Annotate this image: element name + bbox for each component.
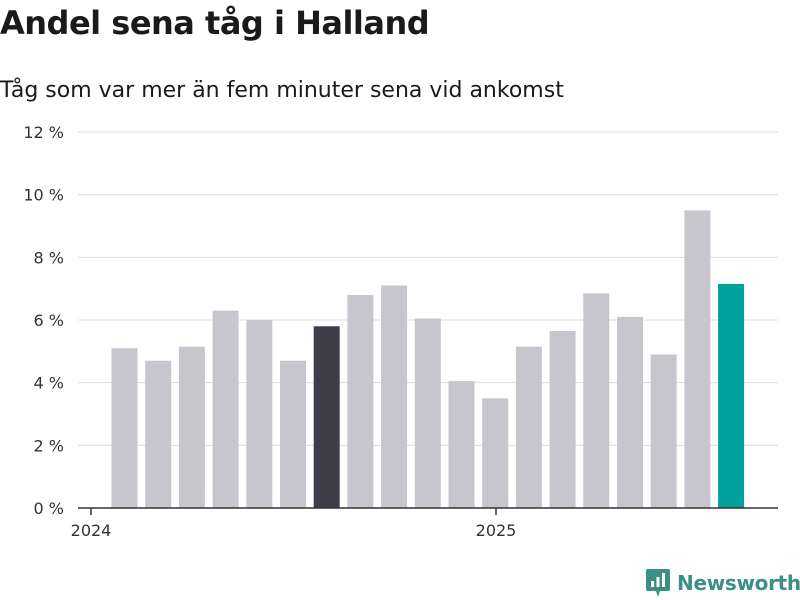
y-tick-label: 12 % <box>23 123 64 142</box>
bar <box>111 348 138 508</box>
bar <box>381 285 408 508</box>
logo-text: Newsworthy <box>677 571 800 595</box>
bar <box>347 294 374 508</box>
bar <box>145 360 172 508</box>
bar <box>684 210 711 509</box>
bar <box>718 283 745 508</box>
y-tick-label: 10 % <box>23 186 64 205</box>
chart-title: Andel sena tåg i Halland <box>0 4 430 42</box>
bar <box>246 320 273 508</box>
y-tick-label: 0 % <box>34 499 64 518</box>
bar-chart-badge-icon <box>646 569 670 597</box>
y-tick-label: 4 % <box>34 374 64 393</box>
x-tick-label: 2025 <box>476 521 517 540</box>
y-tick-label: 2 % <box>34 436 64 455</box>
x-tick-label: 2024 <box>71 521 112 540</box>
chart-subtitle: Tåg som var mer än fem minuter sena vid … <box>0 78 564 103</box>
bar <box>178 346 205 508</box>
bar <box>583 293 610 508</box>
bar <box>617 316 643 508</box>
newsworthy-logo[interactable]: Newsworthy <box>645 568 800 598</box>
bar <box>650 354 677 508</box>
y-tick-label: 8 % <box>34 248 64 267</box>
bar <box>212 310 239 508</box>
bar <box>448 381 475 508</box>
bar <box>482 398 509 508</box>
y-tick-label: 6 % <box>34 311 64 330</box>
bar <box>313 326 340 508</box>
bar <box>414 318 441 508</box>
bar <box>515 346 542 508</box>
bar <box>280 360 306 508</box>
bar <box>549 330 576 508</box>
